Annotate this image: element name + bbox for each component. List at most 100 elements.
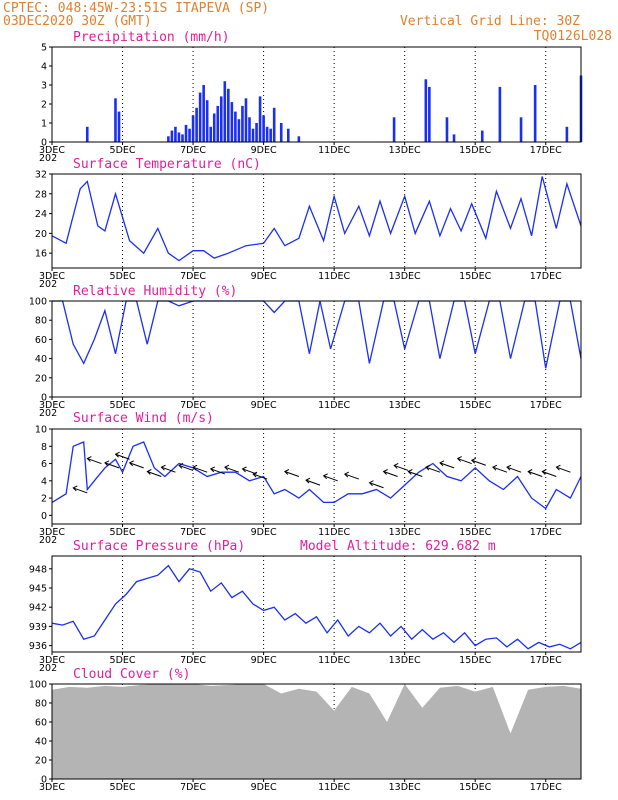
y-tick-label: 4 [41,476,47,487]
wind-arrowhead [382,469,388,475]
panel-4: Surface Wind (m/s) 0 2 4 6 8 10 3DEC 5DEC 7DEC 9DE… [35,411,582,546]
wind-arrowhead [86,456,92,462]
x-tick-label: 9DEC [251,145,277,156]
x-tick-label: 3DEC [39,782,65,793]
x-tick-label: 5DEC [110,782,136,793]
wind-vector [506,466,522,473]
y-tick-label: 3 [41,81,47,92]
wind-arrowhead [178,463,184,469]
x-tick-label: 13DEC [389,655,421,666]
precip-bar [565,126,569,142]
wind-arrowhead [470,457,477,464]
wind-arrowhead [104,460,110,467]
wind-arrowhead [527,469,533,475]
x-tick-label: 9DEC [251,527,277,538]
series-line [51,564,582,650]
x-year-fragment: 202 [39,279,57,290]
panel-title: Cloud Cover (%) [73,667,190,682]
y-tick-label: 28 [35,189,47,200]
y-tick-label: 16 [35,249,47,260]
wind-vector [73,487,88,494]
wind-arrowhead [160,464,166,471]
panel-6: Cloud Cover (%) 0 20 40 60 80 100 3DEC 5DEC 7DEC 9… [29,667,582,793]
precip-bar [498,86,502,142]
wind-vector [193,466,208,473]
x-tick-label: 17DEC [530,400,562,411]
y-tick-label: 2 [41,100,47,111]
precip-bar [279,123,283,142]
x-tick-label: 13DEC [389,782,421,793]
precip-bar [445,117,449,142]
x-tick-label: 7DEC [180,527,206,538]
x-tick-label: 3DEC [39,655,65,666]
y-tick-label: 8 [41,442,47,453]
header-location: CPTEC: 048:45W-23:51S ITAPEVA (SP) [3,1,269,16]
panels: Precipitation (mm/h) 0 1 2 3 4 5 3DEC 5DEC 7DEC 9D… [29,30,583,793]
x-tick-label: 3DEC [39,527,65,538]
y-tick-label: 60 [35,335,47,346]
wind-vector [528,471,543,477]
x-tick-label: 5DEC [110,527,136,538]
wind-vector [323,475,338,482]
precip-bar [114,98,117,142]
wind-arrowhead [439,460,445,467]
x-tick-label: 9DEC [251,271,277,282]
header-grid-line: Vertical Grid Line: 30Z [400,14,580,29]
x-tick-label: 13DEC [389,271,421,282]
x-tick-label: 15DEC [459,145,491,156]
panel-title: Precipitation (mm/h) [73,30,230,45]
x-tick-label: 11DEC [318,145,350,156]
x-tick-label: 9DEC [251,782,277,793]
wind-vector [178,464,194,471]
x-tick-label: 15DEC [459,655,491,666]
x-tick-label: 11DEC [318,527,350,538]
y-tick-label: 2 [41,494,47,505]
precip-bar [85,126,89,142]
wind-arrowhead [114,451,120,458]
x-tick-label: 7DEC [180,271,206,282]
x-tick-label: 5DEC [110,400,136,411]
wind-arrowhead [555,464,561,471]
y-tick-label: 0 [41,511,47,522]
x-tick-label: 7DEC [180,655,206,666]
precip-bar [117,111,121,142]
wind-vector [87,458,102,465]
wind-vector [161,466,176,473]
precip-bar [237,119,241,142]
precip-bar [452,134,456,142]
wind-arrowhead [146,469,152,475]
wind-arrowhead [322,473,328,480]
y-tick-label: 939 [29,622,47,633]
wind-arrowhead [368,480,374,487]
y-tick-label: 80 [35,316,47,327]
wind-vector [129,462,144,469]
x-tick-label: 17DEC [530,527,562,538]
precip-bar [244,98,248,142]
wind-vector [104,462,120,469]
series-line [51,441,582,510]
panel-title: Surface Pressure (hPa) [73,539,245,554]
y-tick-label: 5 [41,43,47,54]
y-tick-label: 20 [35,373,47,384]
y-tick-label: 0 [41,775,47,786]
wind-arrowhead [541,469,547,475]
wind-arrowhead [492,464,498,471]
wind-vector [492,466,508,473]
precip-bar [255,123,258,142]
precip-bar [424,79,428,142]
panel-2: Surface Temperature (nC) 16 20 24 28 32 3DEC 5D… [35,157,582,290]
panel-frame [51,428,582,525]
precip-bar [297,136,301,142]
precip-bar [202,85,205,142]
precip-bar [241,105,244,142]
y-tick-label: 942 [29,603,47,614]
x-tick-label: 11DEC [318,782,350,793]
x-tick-label: 9DEC [251,655,277,666]
precip-bar [272,107,276,142]
wind-vector [115,453,130,460]
precip-bar [212,113,216,142]
x-tick-label: 15DEC [459,400,491,411]
wind-arrowhead [128,460,134,467]
wind-vector [224,466,240,473]
x-tick-label: 11DEC [318,271,350,282]
